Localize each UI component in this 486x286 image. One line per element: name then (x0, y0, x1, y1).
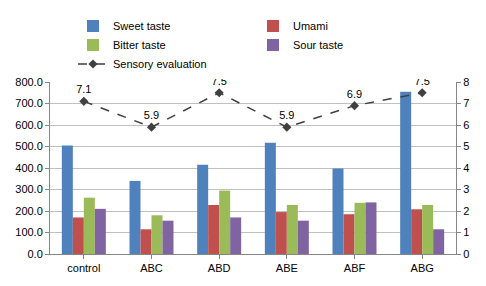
svg-text:100.0: 100.0 (15, 226, 43, 238)
svg-text:4: 4 (463, 162, 469, 174)
svg-text:Umami: Umami (293, 20, 328, 32)
svg-text:ABG: ABG (411, 262, 434, 274)
svg-text:5: 5 (463, 140, 469, 152)
svg-text:7.5: 7.5 (414, 74, 430, 87)
svg-text:600.0: 600.0 (15, 119, 43, 131)
svg-text:ABE: ABE (276, 262, 298, 274)
svg-text:8: 8 (463, 76, 469, 88)
svg-text:6: 6 (463, 119, 469, 131)
svg-text:Sensory evaluation: Sensory evaluation (113, 58, 207, 70)
svg-text:7.5: 7.5 (211, 74, 227, 87)
svg-text:700.0: 700.0 (15, 97, 43, 109)
svg-text:5.9: 5.9 (144, 109, 159, 121)
svg-text:6.9: 6.9 (347, 88, 362, 100)
svg-text:0.0: 0.0 (28, 248, 43, 260)
svg-text:300.0: 300.0 (15, 183, 43, 195)
svg-text:7: 7 (463, 97, 469, 109)
svg-text:5.9: 5.9 (279, 109, 294, 121)
svg-text:1: 1 (463, 226, 469, 238)
svg-text:ABC: ABC (140, 262, 163, 274)
svg-text:control: control (67, 262, 100, 274)
svg-text:3: 3 (463, 183, 469, 195)
svg-text:Sour taste: Sour taste (293, 39, 343, 51)
svg-text:Bitter taste: Bitter taste (113, 39, 166, 51)
svg-text:0: 0 (463, 248, 469, 260)
svg-text:800.0: 800.0 (15, 76, 43, 88)
svg-text:500.0: 500.0 (15, 140, 43, 152)
svg-text:200.0: 200.0 (15, 205, 43, 217)
svg-text:ABF: ABF (344, 262, 366, 274)
svg-text:ABD: ABD (208, 262, 231, 274)
svg-text:7.1: 7.1 (76, 83, 91, 95)
svg-text:Sweet taste: Sweet taste (113, 20, 170, 32)
svg-text:400.0: 400.0 (15, 162, 43, 174)
svg-text:2: 2 (463, 205, 469, 217)
